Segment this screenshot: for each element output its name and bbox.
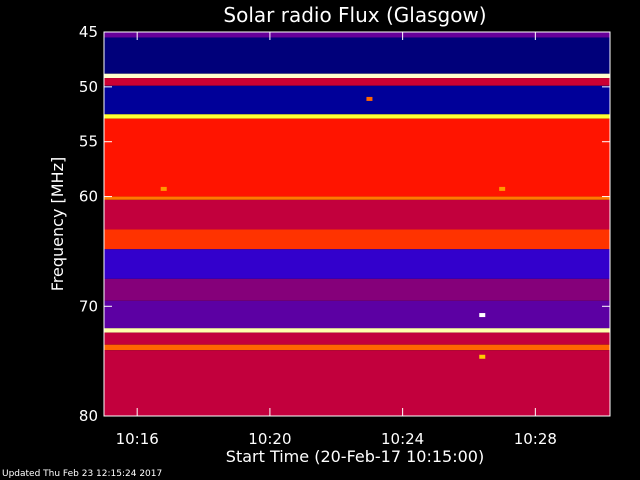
frequency-band-14 [104, 332, 610, 345]
frequency-band-7 [104, 196, 610, 200]
frequency-band-3 [104, 78, 610, 86]
frequency-band-13 [104, 328, 610, 333]
y-tick-label-60: 60 [79, 188, 98, 206]
x-tick-label-10:16: 10:16 [116, 430, 159, 448]
frequency-band-1 [104, 37, 610, 74]
y-tick-label-45: 45 [79, 23, 98, 41]
frequency-band-8 [104, 199, 610, 230]
x-axis-label: Start Time (20-Feb-17 10:15:00) [226, 447, 484, 466]
frequency-band-16 [104, 350, 610, 416]
frequency-band-9 [104, 229, 610, 250]
burst-event-4 [479, 354, 486, 359]
burst-event-1 [499, 186, 506, 191]
y-tick-label-70: 70 [79, 297, 98, 315]
plot-area [104, 32, 610, 416]
plot-frame [103, 31, 611, 417]
y-axis-label: Frequency [MHz] [48, 157, 67, 291]
y-axis: 45 50 55 60 70 80 [79, 23, 610, 425]
frequency-band-15 [104, 344, 610, 351]
burst-event-2 [366, 96, 373, 101]
y-tick-label-55: 55 [79, 133, 98, 151]
frequency-band-10 [104, 249, 610, 279]
burst-event-3 [479, 313, 486, 318]
x-axis: 10:16 10:20 10:24 10:28 [116, 32, 557, 448]
x-tick-label-10:24: 10:24 [381, 430, 424, 448]
updated-timestamp: Updated Thu Feb 23 12:15:24 2017 [2, 469, 163, 479]
chart-title: Solar radio Flux (Glasgow) [223, 3, 486, 27]
frequency-band-2 [104, 73, 610, 79]
frequency-band-6 [104, 118, 610, 197]
y-tick-label-80: 80 [79, 407, 98, 425]
frequency-band-4 [104, 85, 610, 115]
y-tick-label-50: 50 [79, 78, 98, 96]
burst-event-0 [160, 186, 167, 191]
x-tick-label-10:20: 10:20 [248, 430, 291, 448]
frequency-band-12 [104, 300, 610, 329]
frequency-band-5 [104, 114, 610, 119]
frequency-band-11 [104, 278, 610, 301]
x-tick-label-10:28: 10:28 [514, 430, 557, 448]
frequency-band-0 [104, 32, 610, 38]
